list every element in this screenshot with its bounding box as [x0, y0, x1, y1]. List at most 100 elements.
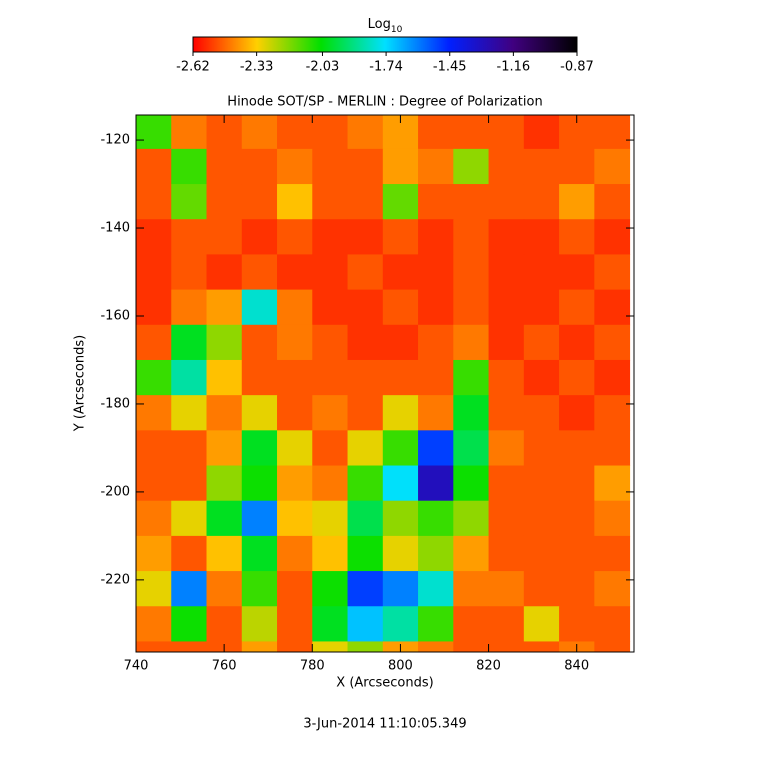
heatmap-cell [418, 571, 454, 607]
heatmap-cell [453, 184, 490, 220]
x-tick-label: 740 [124, 659, 149, 674]
heatmap-cell [453, 324, 490, 361]
heatmap-cell [277, 571, 313, 607]
colorbar-label: Log10 [368, 17, 403, 35]
heatmap-cell [382, 465, 419, 502]
heatmap-cell [453, 641, 490, 652]
heatmap-cell [347, 465, 384, 502]
heatmap-cell [241, 465, 278, 502]
heatmap-cell [594, 184, 631, 220]
heatmap-cell [206, 430, 243, 467]
heatmap-cell [453, 500, 490, 537]
heatmap-cell [241, 641, 278, 652]
heatmap-cell [347, 184, 384, 220]
heatmap-cell [347, 219, 384, 255]
heatmap-cell [171, 571, 208, 607]
heatmap-cell [312, 324, 349, 361]
heatmap-cell [136, 571, 172, 607]
heatmap-cell [594, 500, 631, 537]
heatmap-cell [559, 219, 595, 255]
heatmap-cell [277, 500, 313, 537]
heatmap-cell [241, 115, 278, 150]
heatmap-cell [382, 359, 419, 396]
heatmap-cell [312, 184, 349, 220]
heatmap-cell [523, 148, 560, 185]
heatmap-cell [523, 289, 560, 326]
heatmap-cell [312, 148, 349, 185]
heatmap-cell [559, 465, 595, 502]
y-tick-label: -220 [100, 572, 130, 587]
heatmap-cell [453, 148, 490, 185]
axes: 740 760 780 800 820 840 -120 -140 -160 -180 -200 -2… [100, 114, 635, 674]
heatmap-cell [136, 184, 172, 220]
heatmap-cell [171, 430, 208, 467]
heatmap-cell [277, 430, 313, 467]
heatmap-cell [312, 465, 349, 502]
heatmap-cell [136, 254, 172, 291]
heatmap-cell [312, 115, 349, 150]
heatmap-cell [171, 359, 208, 396]
heatmap-cell [453, 430, 490, 467]
heatmap-cell [488, 571, 525, 607]
y-tick-label: -200 [100, 484, 130, 499]
heatmap-cell [347, 254, 384, 291]
y-tick-label: -120 [100, 133, 130, 148]
heatmap-cell [347, 115, 384, 150]
heatmap-cell [418, 535, 454, 572]
heatmap-cell [277, 606, 313, 642]
heatmap-cell [241, 359, 278, 396]
heatmap-cell [136, 465, 172, 502]
heatmap-cell [206, 148, 243, 185]
heatmap-cell [312, 571, 349, 607]
heatmap-cell [488, 289, 525, 326]
heatmap-cell [523, 571, 560, 607]
heatmap-cell [418, 641, 454, 652]
heatmap-cell [418, 184, 454, 220]
heatmap-cell [136, 359, 172, 396]
heatmap-cell [347, 395, 384, 431]
heatmap-cell [171, 254, 208, 291]
heatmap-cell [347, 289, 384, 326]
heatmap-cell [559, 430, 595, 467]
heatmap-cell [453, 359, 490, 396]
heatmap-cell [206, 606, 243, 642]
heatmap-cell [347, 641, 384, 652]
heatmap-cell [171, 465, 208, 502]
colorbar-tick-label: -1.45 [433, 60, 467, 75]
heatmap-cell [559, 254, 595, 291]
heatmap-cell [312, 289, 349, 326]
heatmap-cell [418, 148, 454, 185]
heatmap-cell [171, 219, 208, 255]
heatmap-cell [523, 641, 560, 652]
heatmap-cell [277, 254, 313, 291]
heatmap-cell [206, 219, 243, 255]
heatmap-cell [594, 289, 631, 326]
heatmap-cell [594, 430, 631, 467]
heatmap-cell [418, 606, 454, 642]
heatmap-cell [312, 606, 349, 642]
heatmap-cell [382, 254, 419, 291]
heatmap-cell [277, 395, 313, 431]
heatmap-cell [594, 535, 631, 572]
heatmap-cell [206, 254, 243, 291]
x-tick-label: 840 [564, 659, 589, 674]
heatmap-cell [382, 606, 419, 642]
heatmap-cell [206, 184, 243, 220]
heatmap-cell [241, 148, 278, 185]
heatmap-cell [241, 500, 278, 537]
x-tick-label: 820 [476, 659, 501, 674]
heatmap-cell [453, 606, 490, 642]
heatmap-cell [347, 571, 384, 607]
heatmap-cell [136, 606, 172, 642]
heatmap-cell [171, 115, 208, 150]
heatmap-cell [347, 430, 384, 467]
heatmap-cell [206, 500, 243, 537]
heatmap-cell [594, 606, 631, 642]
heatmap-cell [418, 219, 454, 255]
heatmap-cell [594, 465, 631, 502]
heatmap-cell [418, 289, 454, 326]
heatmap-cell [594, 359, 631, 396]
heatmap-cell [347, 500, 384, 537]
heatmap-cell [136, 535, 172, 572]
